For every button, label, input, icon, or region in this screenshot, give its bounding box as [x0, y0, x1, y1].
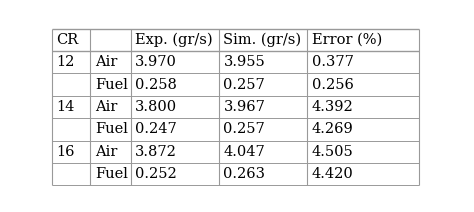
Text: 0.256: 0.256 [311, 78, 354, 92]
Text: 4.269: 4.269 [311, 123, 354, 137]
Text: 0.257: 0.257 [223, 123, 265, 137]
Text: 12: 12 [56, 55, 75, 69]
Text: CR: CR [56, 33, 78, 47]
Text: 14: 14 [56, 100, 75, 114]
Text: Error (%): Error (%) [311, 33, 382, 47]
Text: 0.257: 0.257 [223, 78, 265, 92]
Text: Air: Air [95, 55, 117, 69]
Text: 3.872: 3.872 [135, 145, 177, 159]
Text: 0.263: 0.263 [223, 167, 265, 181]
Text: 0.377: 0.377 [311, 55, 354, 69]
Text: 4.420: 4.420 [311, 167, 354, 181]
Text: 16: 16 [56, 145, 75, 159]
Text: 3.967: 3.967 [223, 100, 265, 114]
Text: 4.505: 4.505 [311, 145, 354, 159]
Text: Exp. (gr/s): Exp. (gr/s) [135, 33, 213, 47]
Text: 0.258: 0.258 [135, 78, 177, 92]
Text: 3.955: 3.955 [223, 55, 265, 69]
Text: Fuel: Fuel [95, 123, 128, 137]
Text: 4.392: 4.392 [311, 100, 354, 114]
Text: 3.800: 3.800 [135, 100, 177, 114]
Text: Fuel: Fuel [95, 167, 128, 181]
Text: 0.247: 0.247 [135, 123, 177, 137]
Text: Fuel: Fuel [95, 78, 128, 92]
Text: 0.252: 0.252 [135, 167, 177, 181]
Text: Air: Air [95, 100, 117, 114]
Text: Sim. (gr/s): Sim. (gr/s) [223, 33, 301, 47]
Text: 4.047: 4.047 [223, 145, 265, 159]
Text: Air: Air [95, 145, 117, 159]
Text: 3.970: 3.970 [135, 55, 177, 69]
